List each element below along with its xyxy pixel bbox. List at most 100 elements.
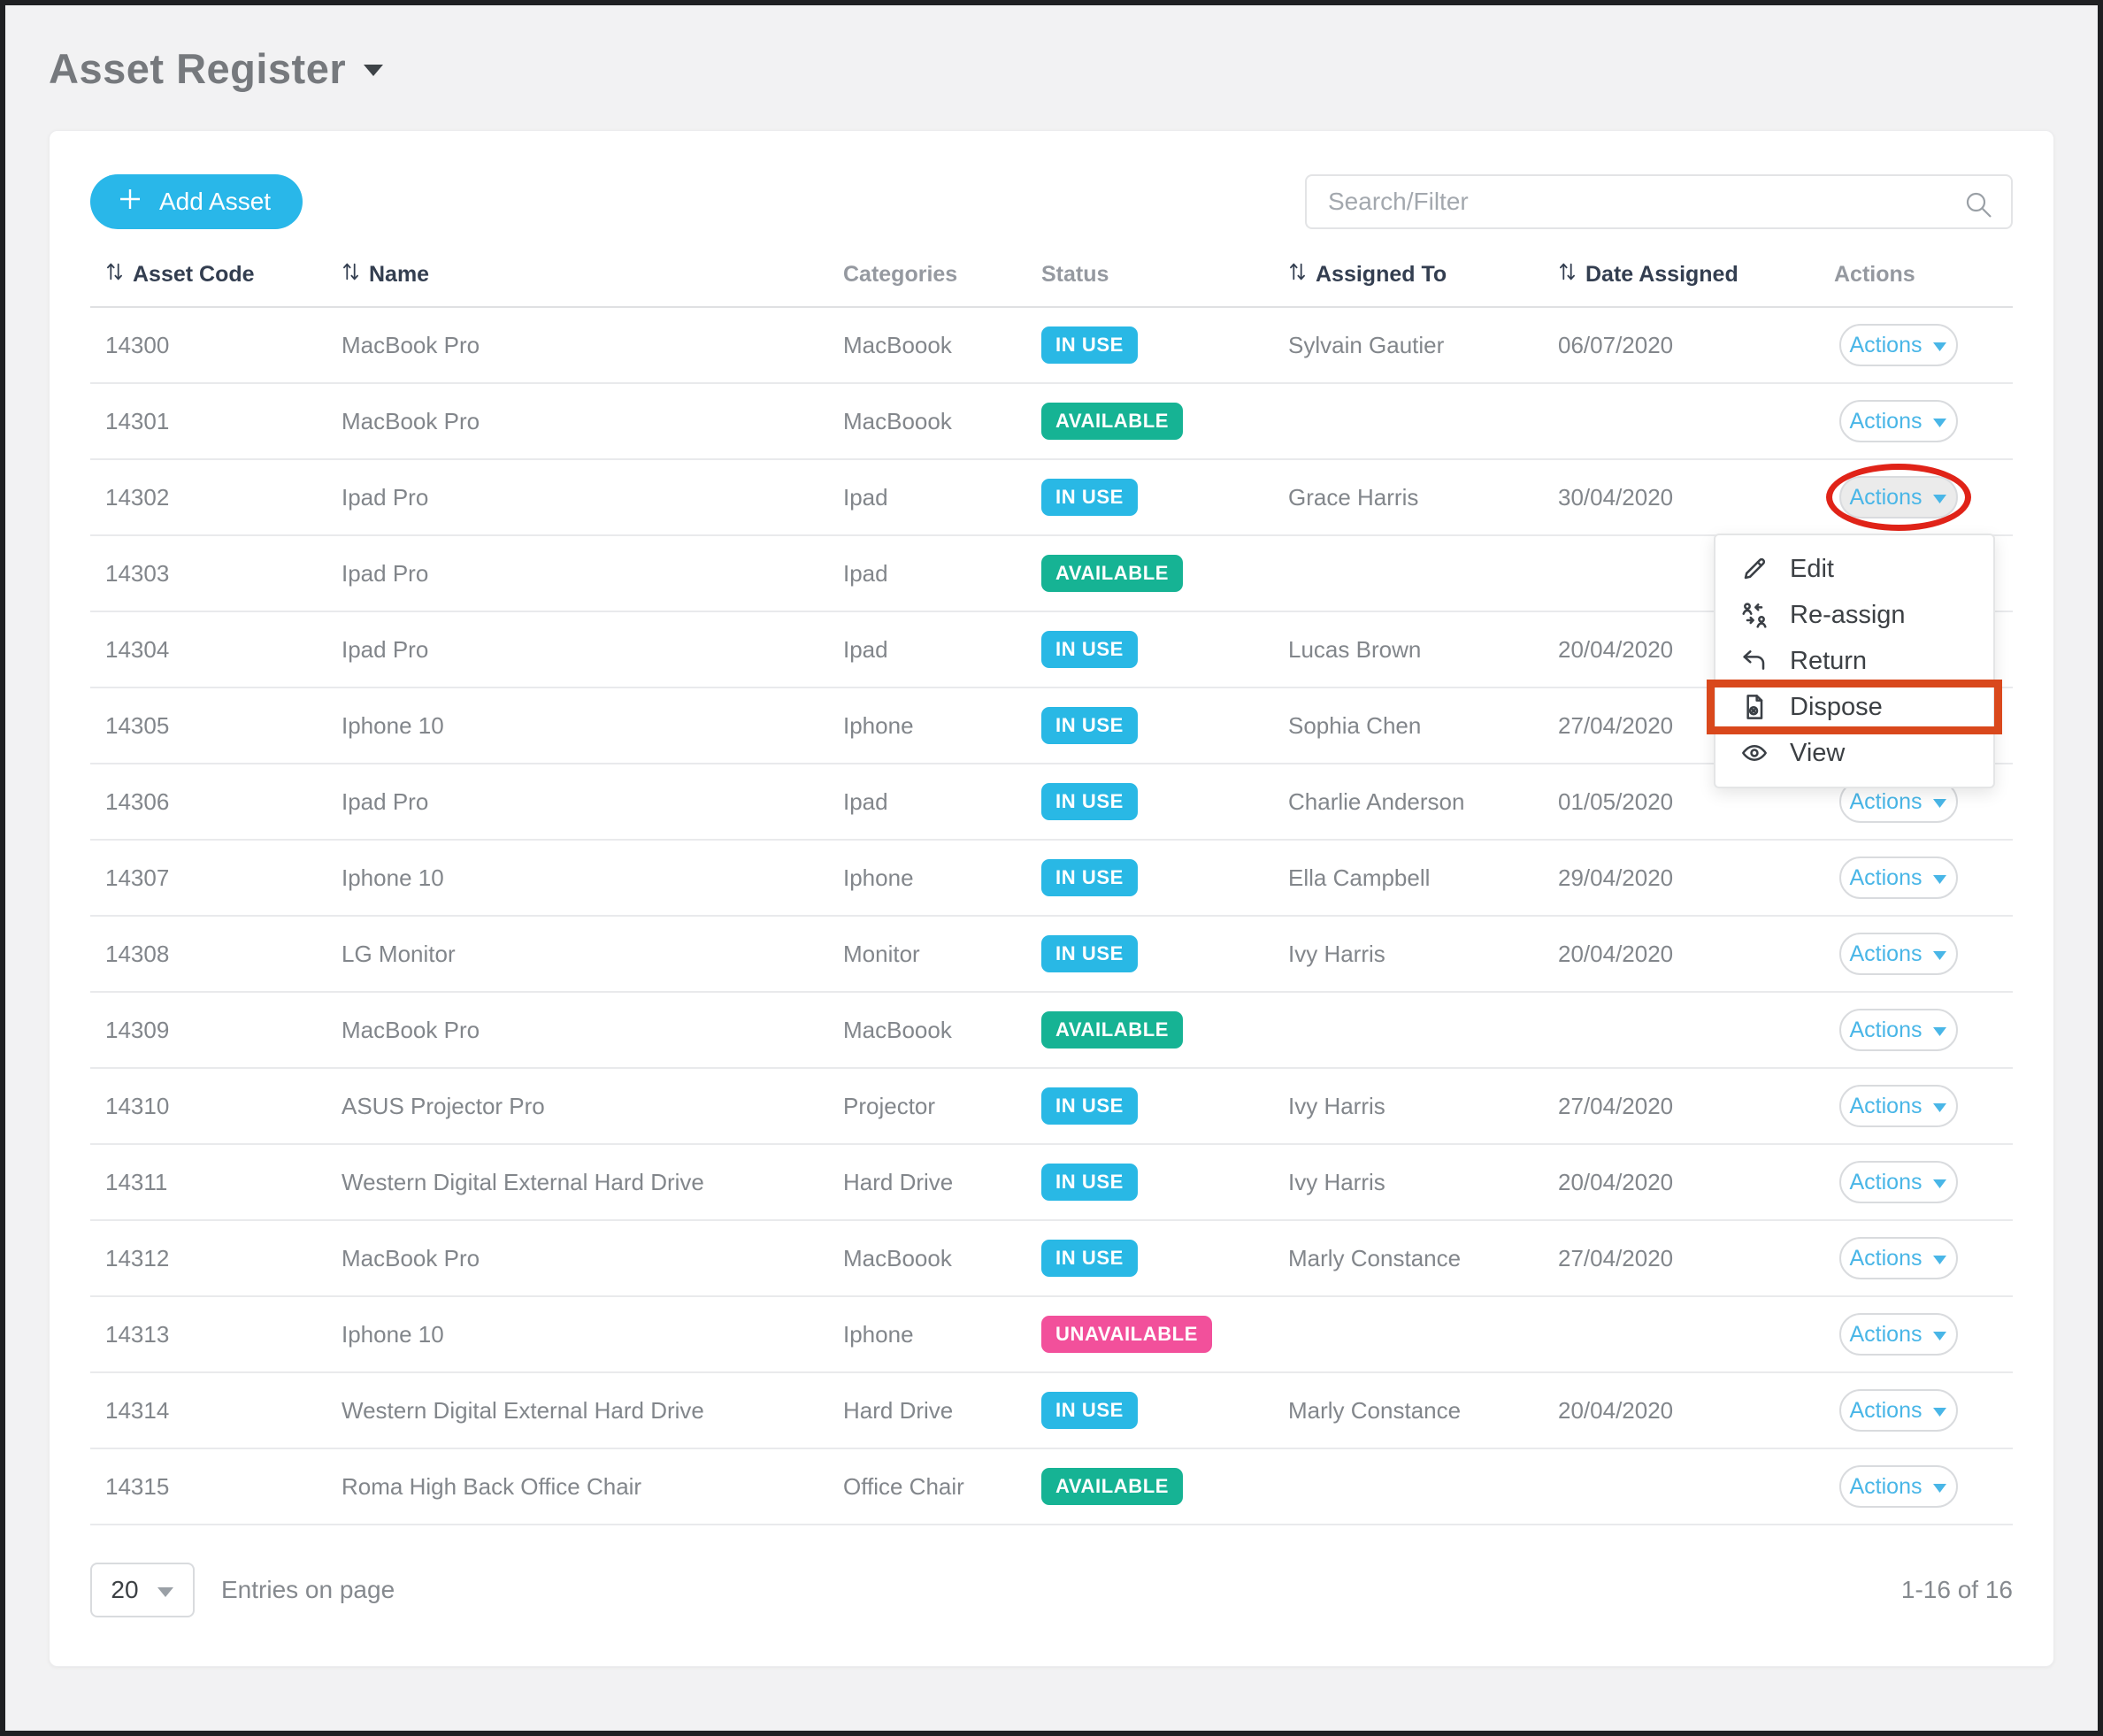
menu-item-re-assign[interactable]: Re-assign (1715, 592, 1993, 638)
category-cell: Hard Drive (843, 1168, 954, 1195)
sort-icon[interactable] (1558, 259, 1577, 290)
table-row: 14302 Ipad Pro Ipad IN USE Grace Harris … (90, 460, 2013, 536)
name-cell: Iphone 10 (342, 864, 444, 891)
status-cell: AVAILABLE (1041, 555, 1288, 592)
actions-button[interactable]: Actions (1839, 856, 1958, 899)
name-cell: MacBook Pro (342, 1016, 480, 1043)
name-cell: LG Monitor (342, 940, 456, 967)
assigned-to-cell: Ivy Harris (1288, 1092, 1385, 1119)
status-badge: AVAILABLE (1041, 555, 1184, 592)
assigned-to-cell: Sylvain Gautier (1288, 331, 1445, 358)
status-cell: IN USE (1041, 631, 1288, 668)
actions-button[interactable]: Actions (1839, 1313, 1958, 1356)
sort-icon[interactable] (105, 259, 124, 290)
category-cell: MacBoook (843, 1244, 952, 1271)
assigned-to-cell: Lucas Brown (1288, 635, 1422, 663)
add-asset-button[interactable]: Add Asset (90, 174, 303, 229)
table-row: 14313 Iphone 10 Iphone UNAVAILABLE Actio… (90, 1297, 2013, 1373)
category-cell: MacBoook (843, 1016, 952, 1043)
chevron-down-icon (1932, 941, 1947, 967)
date-assigned-cell: 29/04/2020 (1558, 864, 1674, 891)
status-badge: IN USE (1041, 1392, 1138, 1429)
table-row: 14315 Roma High Back Office Chair Office… (90, 1449, 2013, 1525)
category-cell: Monitor (843, 940, 920, 967)
status-cell: AVAILABLE (1041, 1468, 1288, 1505)
actions-button[interactable]: Actions (1839, 400, 1958, 442)
asset-code-cell: 14300 (105, 331, 170, 358)
actions-cell: Actions (1834, 1161, 2013, 1203)
menu-item-view[interactable]: View (1715, 730, 1993, 776)
search-icon[interactable] (1963, 189, 1993, 224)
sort-icon[interactable] (342, 259, 360, 290)
actions-button[interactable]: Actions (1839, 1009, 1958, 1051)
chevron-down-icon[interactable] (362, 62, 385, 82)
status-badge: IN USE (1041, 707, 1138, 744)
chevron-down-icon (1932, 1474, 1947, 1500)
page-size-select[interactable]: 20 (90, 1563, 195, 1617)
column-header-assigned-to[interactable]: Assigned To (1288, 259, 1558, 290)
actions-button[interactable]: Actions (1839, 1237, 1958, 1279)
page-title: Asset Register (49, 45, 347, 92)
assigned-to-cell: Grace Harris (1288, 483, 1419, 511)
asset-code-cell: 14301 (105, 407, 170, 434)
category-cell: Projector (843, 1092, 936, 1119)
actions-cell: Actions (1834, 1389, 2013, 1432)
name-cell: Ipad Pro (342, 483, 429, 511)
chevron-down-icon (1932, 865, 1947, 891)
name-cell: Iphone 10 (342, 711, 444, 739)
actions-cell: Actions (1834, 1009, 2013, 1051)
column-header-date-assigned[interactable]: Date Assigned (1558, 259, 1834, 290)
name-cell: Ipad Pro (342, 559, 429, 587)
name-cell: Iphone 10 (342, 1320, 444, 1348)
assigned-to-cell: Sophia Chen (1288, 711, 1422, 739)
table-row: 14309 MacBook Pro MacBoook AVAILABLE Act… (90, 993, 2013, 1069)
table-row: 14301 MacBook Pro MacBoook AVAILABLE Act… (90, 384, 2013, 460)
category-cell: MacBoook (843, 331, 952, 358)
actions-button[interactable]: Actions (1839, 476, 1958, 518)
status-cell: IN USE (1041, 1087, 1288, 1125)
status-badge: IN USE (1041, 631, 1138, 668)
actions-button[interactable]: Actions (1839, 1085, 1958, 1127)
actions-button[interactable]: Actions (1839, 324, 1958, 366)
name-cell: Western Digital External Hard Drive (342, 1396, 704, 1424)
chevron-down-icon (1932, 789, 1947, 815)
asset-code-cell: 14302 (105, 483, 170, 511)
status-cell: IN USE (1041, 1164, 1288, 1201)
status-cell: AVAILABLE (1041, 403, 1288, 440)
status-badge: IN USE (1041, 1240, 1138, 1277)
actions-button[interactable]: Actions (1839, 1465, 1958, 1508)
status-cell: IN USE (1041, 783, 1288, 820)
status-badge: AVAILABLE (1041, 1468, 1184, 1505)
status-badge: IN USE (1041, 1164, 1138, 1201)
status-cell: IN USE (1041, 935, 1288, 972)
column-header-name[interactable]: Name (342, 259, 843, 290)
status-badge: AVAILABLE (1041, 1011, 1184, 1049)
asset-code-cell: 14314 (105, 1396, 170, 1424)
menu-item-dispose[interactable]: Dispose (1707, 680, 2002, 734)
entries-on-page-label: Entries on page (221, 1576, 395, 1603)
asset-code-cell: 14307 (105, 864, 170, 891)
actions-cell: Actions (1834, 1237, 2013, 1279)
date-assigned-cell: 20/04/2020 (1558, 635, 1674, 663)
actions-button[interactable]: Actions (1839, 1161, 1958, 1203)
menu-item-return[interactable]: Return (1715, 638, 1993, 684)
page-title-row: Asset Register (49, 44, 385, 93)
status-cell: IN USE (1041, 1392, 1288, 1429)
add-asset-label: Add Asset (159, 188, 272, 215)
name-cell: ASUS Projector Pro (342, 1092, 545, 1119)
category-cell: MacBoook (843, 407, 952, 434)
menu-item-edit[interactable]: Edit (1715, 546, 1993, 592)
actions-button[interactable]: Actions (1839, 933, 1958, 975)
chevron-down-icon (1932, 1170, 1947, 1195)
date-assigned-cell: 20/04/2020 (1558, 1396, 1674, 1424)
asset-code-cell: 14305 (105, 711, 170, 739)
sort-icon[interactable] (1288, 259, 1307, 290)
chevron-down-icon (1932, 1018, 1947, 1043)
chevron-down-icon (157, 1576, 174, 1604)
search-input[interactable] (1328, 188, 1954, 216)
actions-button[interactable]: Actions (1839, 1389, 1958, 1432)
chevron-down-icon (1932, 333, 1947, 358)
date-assigned-cell: 06/07/2020 (1558, 331, 1674, 358)
column-header-asset-code[interactable]: Asset Code (105, 259, 342, 290)
status-badge: IN USE (1041, 479, 1138, 516)
